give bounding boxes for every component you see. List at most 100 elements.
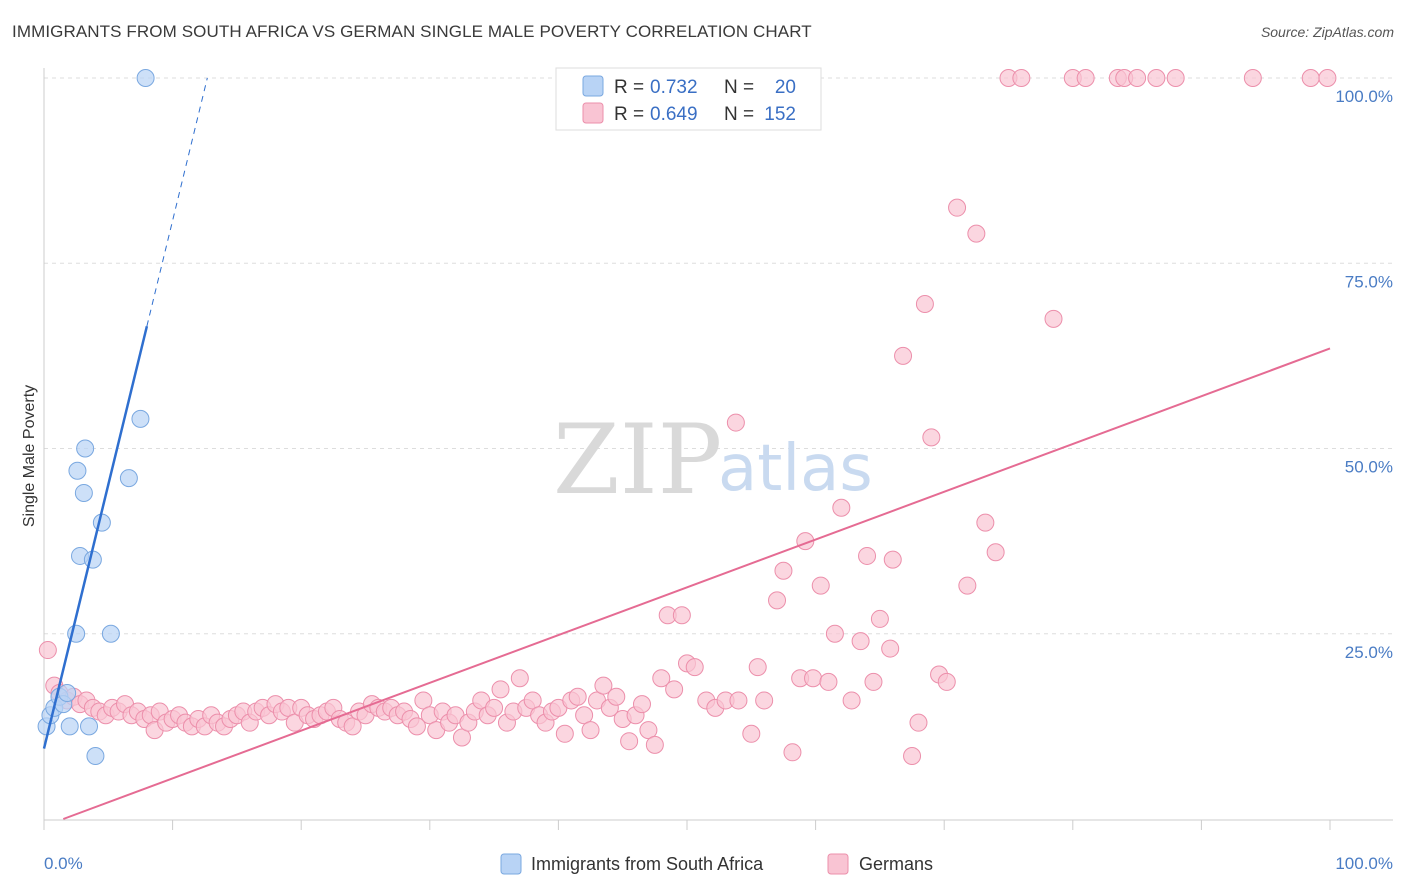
- germans-point-111: [774, 561, 793, 580]
- germans-point-124: [870, 609, 889, 628]
- germans-point-136: [967, 224, 986, 243]
- germans-point-98: [665, 680, 684, 699]
- germans-point-129: [909, 713, 928, 732]
- germans-point-126: [883, 550, 902, 569]
- south-africa-point-18: [131, 409, 150, 428]
- germans-point-105: [726, 413, 745, 432]
- south-africa-trend-extension: [146, 77, 208, 327]
- germans-point-130: [915, 295, 934, 314]
- germans-point-76: [523, 691, 542, 710]
- germans-point-123: [864, 672, 883, 691]
- south-africa-point-19: [136, 69, 155, 87]
- legend-swatch-blue: [582, 75, 604, 97]
- germans-point-147: [1147, 69, 1166, 87]
- germans-point-95: [645, 735, 664, 754]
- germans-point-48: [343, 717, 362, 736]
- y-tick-label-0: 25.0%: [1345, 643, 1393, 662]
- germans-point-107: [742, 724, 761, 743]
- south-africa-point-15: [92, 513, 111, 532]
- germans-point-137: [976, 513, 995, 532]
- x-tick-label-max: 100.0%: [1335, 854, 1393, 873]
- germans-point-108: [748, 658, 767, 677]
- legend-swatch-pink: [582, 102, 604, 124]
- germans-point-150: [1301, 69, 1320, 87]
- south-africa-points: [37, 69, 155, 766]
- germans-point-85: [581, 721, 600, 740]
- south-africa-point-16: [101, 624, 120, 643]
- germans-point-122: [858, 546, 877, 565]
- trend-lines: [42, 77, 1331, 820]
- germans-point-91: [620, 732, 639, 751]
- germans-point-140: [1012, 69, 1031, 87]
- germans-point-74: [510, 669, 529, 688]
- germans-point-116: [811, 576, 830, 595]
- south-africa-point-6: [60, 717, 79, 736]
- y-tick-label-1: 50.0%: [1345, 458, 1393, 477]
- bottom-legend: Immigrants from South Africa Germans: [500, 853, 933, 875]
- south-africa-point-12: [80, 717, 99, 736]
- watermark: ZIP atlas: [553, 404, 873, 516]
- legend-r-value-1: 0.649: [650, 104, 698, 125]
- watermark-atlas: atlas: [718, 432, 873, 506]
- germans-point-93: [632, 695, 651, 714]
- germans-point-110: [768, 591, 787, 610]
- germans-point-59: [414, 691, 433, 710]
- germans-points: [38, 69, 1337, 766]
- germans-point-118: [825, 624, 844, 643]
- germans-point-70: [485, 698, 504, 717]
- y-tick-label-3: 100.0%: [1335, 87, 1393, 106]
- germans-trend-line: [62, 347, 1331, 820]
- legend-n-label-0: N =: [724, 77, 754, 98]
- germans-point-138: [986, 543, 1005, 562]
- y-tick-label-2: 75.0%: [1345, 272, 1393, 291]
- germans-point-106: [729, 691, 748, 710]
- south-africa-point-10: [74, 483, 93, 502]
- south-africa-point-17: [119, 469, 138, 488]
- axes: [43, 68, 1393, 830]
- germans-point-121: [851, 632, 870, 651]
- legend-r-label-0: R =: [614, 77, 644, 98]
- south-africa-point-8: [68, 461, 87, 480]
- x-tick-label-min: 0.0%: [44, 854, 83, 873]
- watermark-zip: ZIP: [553, 404, 722, 516]
- germans-point-117: [819, 672, 838, 691]
- germans-point-109: [755, 691, 774, 710]
- germans-point-143: [1076, 69, 1095, 87]
- germans-point-134: [948, 198, 967, 217]
- bottom-legend-swatch-pink: [827, 853, 849, 875]
- germans-point-0: [38, 641, 57, 660]
- south-africa-trend-line: [42, 325, 149, 749]
- germans-point-120: [842, 691, 861, 710]
- germans-point-151: [1318, 69, 1337, 87]
- legend-box: R = 0.732 N = 20 R = 0.649 N = 152: [555, 67, 822, 131]
- germans-point-112: [783, 743, 802, 762]
- bottom-legend-label-1: Germans: [859, 854, 933, 874]
- germans-point-96: [652, 669, 671, 688]
- legend-r-label-1: R =: [614, 104, 644, 125]
- legend-n-label-1: N =: [724, 104, 754, 125]
- legend-n-value-1: 152: [764, 104, 796, 125]
- germans-point-94: [639, 721, 658, 740]
- germans-point-149: [1243, 69, 1262, 87]
- germans-point-127: [894, 346, 913, 365]
- germans-point-87: [594, 676, 613, 695]
- bottom-legend-swatch-blue: [500, 853, 522, 875]
- germans-point-99: [672, 606, 691, 625]
- legend-n-value-0: 20: [775, 77, 796, 98]
- south-africa-point-13: [83, 550, 102, 569]
- germans-point-141: [1044, 309, 1063, 328]
- germans-point-71: [491, 680, 510, 699]
- germans-point-146: [1128, 69, 1147, 87]
- germans-point-133: [937, 672, 956, 691]
- bottom-legend-label-0: Immigrants from South Africa: [531, 854, 764, 874]
- chart-title: IMMIGRANTS FROM SOUTH AFRICA VS GERMAN S…: [12, 22, 812, 41]
- y-axis-label: Single Male Poverty: [21, 385, 38, 527]
- germans-point-148: [1166, 69, 1185, 87]
- germans-point-101: [685, 658, 704, 677]
- y-tick-labels: 25.0% 50.0% 75.0% 100.0%: [1335, 87, 1393, 662]
- germans-point-131: [922, 428, 941, 447]
- germans-point-83: [568, 687, 587, 706]
- south-africa-point-14: [86, 747, 105, 766]
- grid: [44, 77, 1393, 635]
